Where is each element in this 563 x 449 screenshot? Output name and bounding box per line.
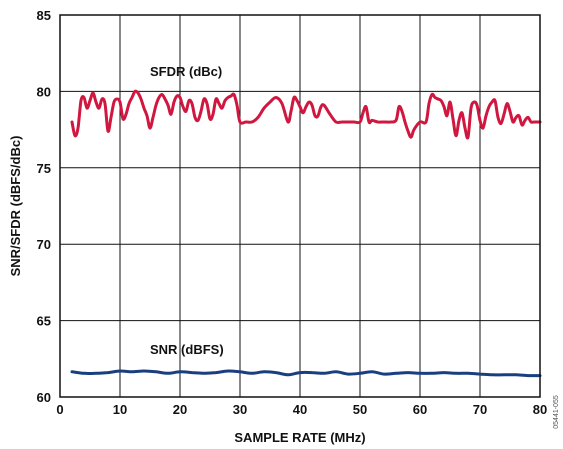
y-tick-label: 70 [37, 237, 51, 252]
x-tick-label: 40 [293, 402, 307, 417]
grid-lines [59, 14, 541, 398]
x-tick-label: 20 [173, 402, 187, 417]
series-label-snr: SNR (dBFS) [150, 342, 224, 357]
x-tick-labels: 0 10 20 30 40 50 60 70 80 [56, 402, 547, 417]
y-axis-title: SNR/SFDR (dBFS/dBc) [8, 136, 23, 277]
y-tick-label: 85 [37, 8, 51, 23]
figure-id: 05441-055 [553, 395, 560, 429]
y-tick-label: 65 [37, 314, 51, 329]
x-tick-label: 80 [533, 402, 547, 417]
plot-frame [59, 14, 541, 398]
x-tick-label: 50 [353, 402, 367, 417]
y-tick-label: 60 [37, 390, 51, 405]
x-tick-label: 60 [413, 402, 427, 417]
x-tick-label: 30 [233, 402, 247, 417]
y-tick-label: 75 [37, 161, 51, 176]
y-tick-label: 80 [37, 84, 51, 99]
series-labels: SFDR (dBc) SNR (dBFS) [150, 64, 224, 357]
x-tick-label: 0 [56, 402, 63, 417]
series-line-snr [70, 369, 542, 378]
series-line-sfdr [70, 89, 542, 140]
x-axis-title: SAMPLE RATE (MHz) [234, 430, 365, 445]
x-tick-label: 10 [113, 402, 127, 417]
series-group [70, 89, 542, 378]
series-label-sfdr: SFDR (dBc) [150, 64, 222, 79]
x-tick-label: 70 [473, 402, 487, 417]
y-tick-labels: 60 65 70 75 80 85 [37, 8, 51, 405]
